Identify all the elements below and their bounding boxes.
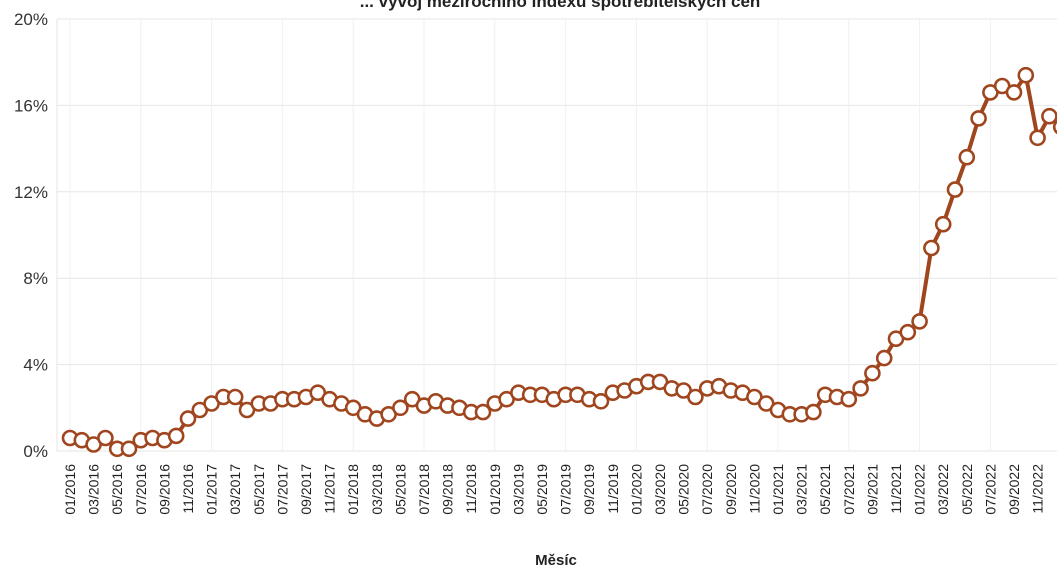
x-tick-label: 05/2018	[392, 464, 408, 515]
grid-lines	[56, 18, 1057, 452]
x-tick-label: 07/2022	[982, 464, 998, 515]
x-tick-label: 09/2016	[156, 464, 172, 515]
x-tick-label: 07/2016	[133, 464, 149, 515]
x-tick-label: 11/2020	[746, 464, 762, 514]
y-tick-label: 4%	[23, 356, 48, 375]
data-point	[911, 313, 928, 330]
x-tick-label: 07/2017	[274, 464, 290, 515]
x-tick-label: 03/2022	[935, 464, 951, 515]
x-tick-label: 05/2020	[676, 464, 692, 515]
data-point	[474, 403, 492, 421]
x-tick-label: 11/2017	[322, 464, 338, 514]
data-point	[958, 148, 976, 166]
x-tick-label: 11/2021	[888, 464, 904, 514]
data-point	[1017, 66, 1035, 84]
x-tick-label: 01/2016	[62, 464, 78, 515]
data-point	[864, 364, 881, 382]
y-tick-label: 0%	[23, 442, 48, 461]
x-tick-label: 11/2018	[463, 464, 479, 514]
data-point	[970, 110, 987, 127]
y-tick-label: 8%	[23, 269, 48, 288]
x-tick-label: 03/2021	[794, 464, 810, 515]
data-point	[97, 429, 114, 447]
x-tick-label: 11/2019	[605, 464, 621, 514]
data-point	[1029, 129, 1046, 147]
y-tick-label: 16%	[14, 96, 48, 115]
x-tick-label: 01/2017	[204, 464, 220, 515]
data-point	[875, 349, 893, 367]
x-tick-label: 01/2019	[487, 464, 503, 515]
chart-title: ... vývoj meziročního indexu spotřebitel…	[360, 0, 761, 11]
x-tick-label: 01/2020	[628, 464, 644, 515]
data-point	[392, 399, 409, 417]
y-axis-tick-labels: 0% 4% 8% 12% 16% 20%	[14, 10, 48, 461]
x-tick-label: 01/2021	[770, 464, 786, 515]
x-tick-label: 11/2022	[1030, 464, 1046, 514]
data-point	[899, 323, 917, 341]
x-tick-label: 05/2021	[817, 464, 833, 515]
x-tick-label: 09/2019	[581, 464, 597, 515]
x-tick-label: 09/2017	[298, 464, 314, 515]
x-tick-label: 01/2018	[345, 464, 361, 515]
data-point	[923, 239, 940, 257]
x-axis-tick-labels: 01/2016 03/2016 05/2016 07/2016 09/2016 11/20…	[62, 464, 1046, 515]
x-tick-label: 03/2018	[369, 464, 385, 515]
x-tick-label: 05/2022	[959, 464, 975, 515]
data-point	[852, 380, 869, 397]
data-point	[1041, 107, 1057, 125]
x-tick-label: 09/2020	[723, 464, 739, 515]
x-tick-label: 03/2019	[510, 464, 526, 515]
data-point	[1052, 119, 1057, 135]
data-point	[167, 427, 185, 445]
x-axis-label: Měsíc	[535, 552, 577, 569]
x-tick-label: 03/2016	[86, 464, 102, 515]
x-tick-label: 03/2020	[652, 464, 668, 515]
x-tick-label: 05/2017	[251, 464, 267, 515]
y-tick-label: 12%	[14, 183, 48, 202]
x-tick-label: 05/2019	[534, 464, 550, 515]
data-point	[179, 410, 197, 427]
data-point	[934, 215, 952, 233]
y-tick-label: 20%	[14, 10, 48, 29]
x-tick-label: 09/2018	[440, 464, 456, 515]
x-tick-label: 03/2017	[227, 464, 243, 515]
series-points	[61, 66, 1057, 458]
x-tick-label: 07/2018	[416, 464, 432, 515]
data-point	[592, 392, 610, 410]
x-tick-label: 07/2021	[841, 464, 857, 515]
x-tick-label: 05/2016	[109, 464, 125, 515]
x-tick-label: 11/2016	[180, 464, 196, 514]
data-point	[226, 388, 244, 406]
x-tick-label: 09/2022	[1006, 464, 1022, 515]
x-tick-label: 09/2021	[864, 464, 880, 515]
x-tick-label: 01/2022	[912, 464, 928, 515]
data-point	[120, 440, 138, 458]
x-tick-label: 07/2019	[558, 464, 574, 515]
data-point	[687, 388, 704, 406]
x-tick-label: 07/2020	[699, 464, 715, 515]
data-point	[840, 390, 858, 408]
data-point	[805, 403, 822, 421]
data-point	[946, 181, 964, 198]
data-point	[1005, 84, 1023, 101]
